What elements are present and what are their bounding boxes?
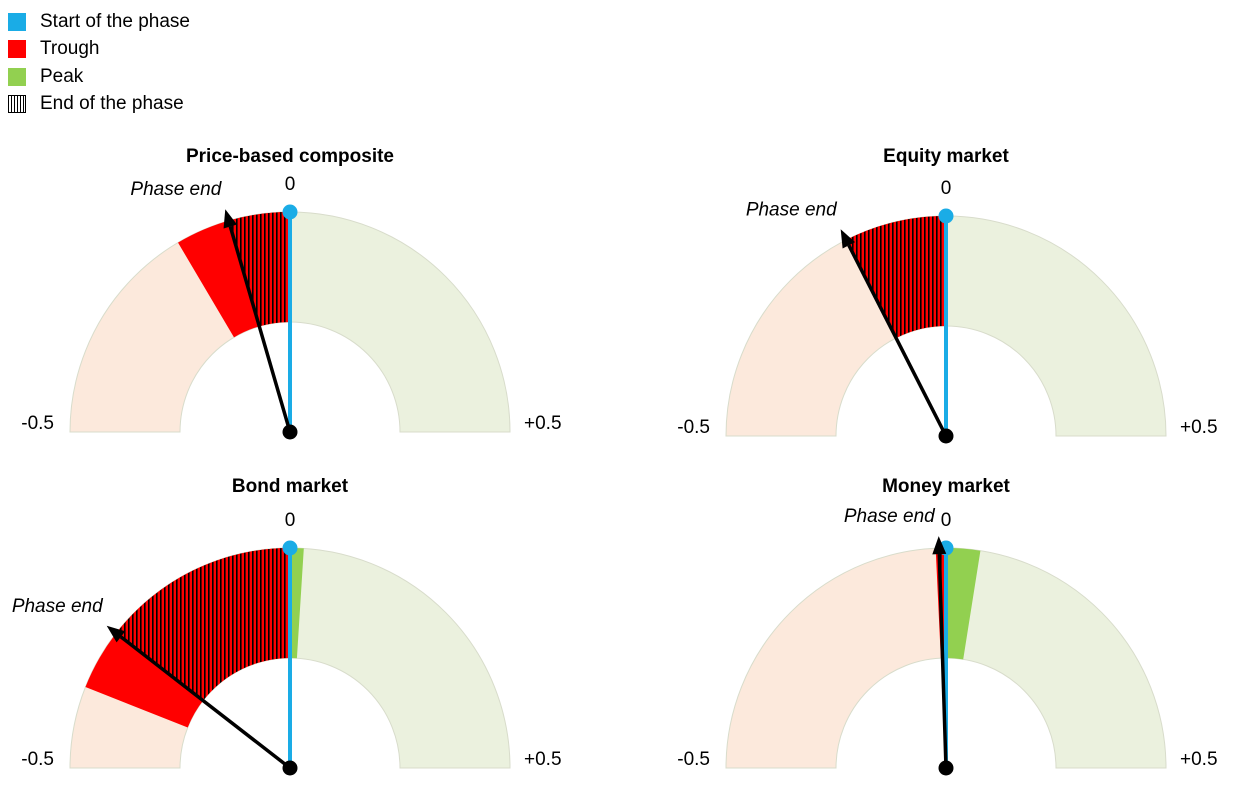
positive-zone <box>289 211 511 433</box>
positive-zone <box>945 215 1167 437</box>
legend-item-start: Start of the phase <box>8 8 190 36</box>
peak-band <box>290 548 304 659</box>
needle-hub <box>282 760 298 776</box>
tick-label-center: 0 <box>285 510 296 531</box>
legend-item-peak: Peak <box>8 63 190 91</box>
gauge-equity-market: Equity market Phase end 0 -0.5 +0.5 <box>677 146 1218 444</box>
phase-end-needle <box>847 244 948 437</box>
legend-label: Start of the phase <box>40 10 190 32</box>
tick-label-center: 0 <box>941 510 952 531</box>
gauge-title: Bond market <box>232 476 349 497</box>
phase-end-label: Phase end <box>12 596 104 617</box>
tick-label-center: 0 <box>941 178 952 199</box>
tick-label-max: +0.5 <box>524 749 562 770</box>
phase-end-needle <box>228 226 292 433</box>
tick-label-max: +0.5 <box>1180 749 1218 770</box>
start-marker <box>282 204 298 220</box>
legend-item-end: End of the phase <box>8 91 190 119</box>
phase-end-needle <box>937 554 948 769</box>
gauge-bond-market: Bond market Phase end 0 -0.5 +0.5 <box>12 476 562 776</box>
gauge-title: Money market <box>882 476 1010 497</box>
end-of-phase-band <box>846 216 946 338</box>
gauge-title: Price-based composite <box>186 146 394 167</box>
needle-hub <box>938 760 954 776</box>
peak-band <box>946 548 981 660</box>
phase-end-needle <box>119 635 292 770</box>
negative-zone <box>725 547 947 769</box>
needle-hub <box>938 428 954 444</box>
phase-end-label: Phase end <box>130 179 222 200</box>
start-marker <box>282 540 298 556</box>
needle-arrowhead <box>932 536 947 555</box>
gauge-title: Equity market <box>883 146 1009 167</box>
positive-zone <box>289 547 511 769</box>
needle-arrowhead <box>106 625 126 643</box>
phase-end-label: Phase end <box>746 199 838 220</box>
gauge-money-market: Money market Phase end 0 -0.5 +0.5 <box>677 476 1218 776</box>
tick-label-min: -0.5 <box>21 413 54 434</box>
tick-label-max: +0.5 <box>1180 417 1218 438</box>
positive-zone <box>945 547 1167 769</box>
gauge-price-based-composite: Price-based composite Phase end 0 -0.5 +0.5 <box>21 146 562 440</box>
needle-arrowhead <box>223 209 238 229</box>
legend-item-trough: Trough <box>8 36 190 64</box>
tick-label-min: -0.5 <box>677 417 710 438</box>
legend: Start of the phase Trough Peak End of th… <box>8 8 190 118</box>
start-marker <box>938 208 954 224</box>
end-of-phase-band <box>228 212 290 327</box>
trough-swatch-icon <box>8 40 26 59</box>
tick-label-min: -0.5 <box>21 749 54 770</box>
tick-label-min: -0.5 <box>677 749 710 770</box>
start-swatch-icon <box>8 12 26 31</box>
tick-label-center: 0 <box>285 174 296 195</box>
legend-label: End of the phase <box>40 93 184 115</box>
peak-swatch-icon <box>8 67 26 86</box>
hatch-swatch-icon <box>8 95 26 114</box>
legend-label: Peak <box>40 65 84 87</box>
end-of-phase-band <box>116 548 290 701</box>
needle-hub <box>282 424 298 440</box>
phase-end-label: Phase end <box>844 506 936 527</box>
tick-label-max: +0.5 <box>524 413 562 434</box>
legend-label: Trough <box>40 38 100 60</box>
needle-arrowhead <box>840 229 856 249</box>
